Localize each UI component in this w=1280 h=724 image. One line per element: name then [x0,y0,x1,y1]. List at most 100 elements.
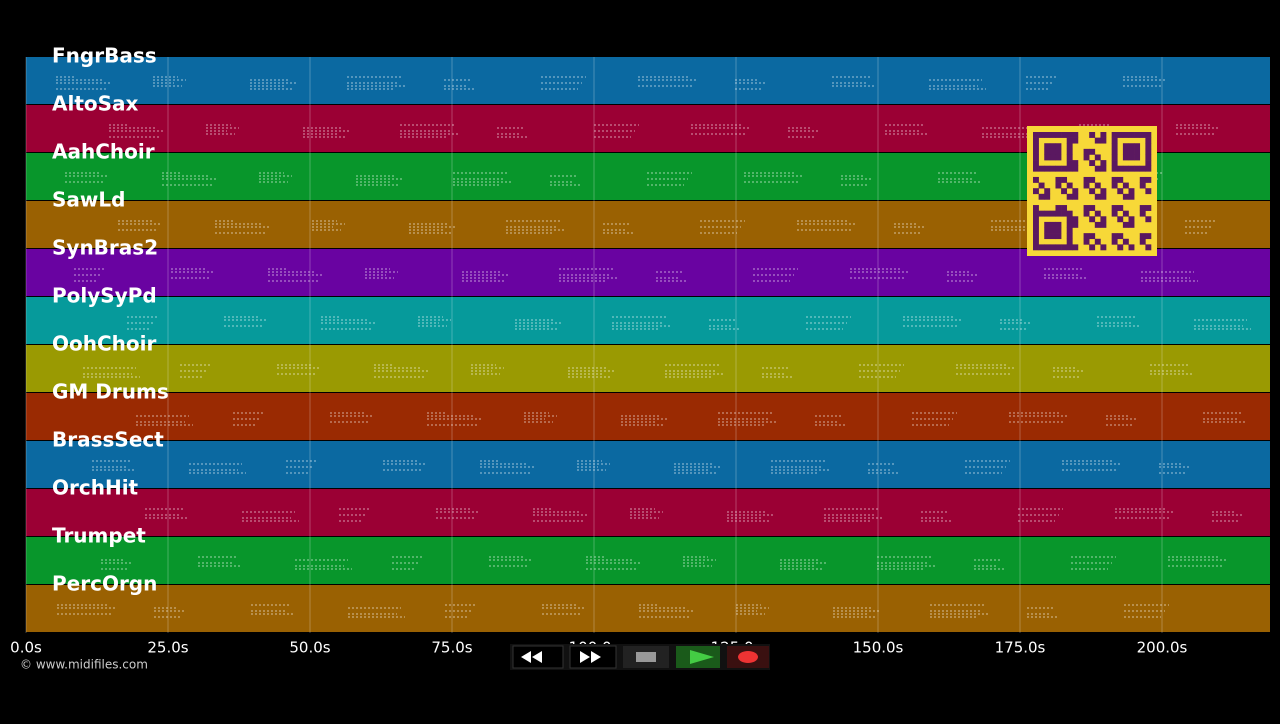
qr-cell [1049,143,1056,150]
qr-cell [1055,221,1062,228]
qr-cell [1066,221,1073,228]
qr-cell [1066,233,1073,240]
track-row [26,537,1270,584]
qr-cell [1072,193,1079,200]
qr-cell [1145,188,1152,195]
qr-cell [1072,188,1079,195]
qr-cell [1145,165,1152,172]
qr-cell [1055,148,1062,155]
qr-cell [1083,205,1090,211]
qr-cell [1049,148,1056,155]
qr-cell [1094,182,1101,189]
qr-cell [1038,244,1045,251]
qr-cell [1139,132,1146,138]
qr-cell [1049,227,1056,234]
qr-cell [1066,160,1073,167]
qr-cell [1049,132,1056,138]
qr-cell [1033,227,1039,234]
qr-cell [1111,205,1118,211]
qr-cell [1117,176,1124,183]
icon [690,650,714,664]
qr-cell [1033,233,1039,240]
qr-cell [1100,165,1107,172]
qr-cell [1117,244,1124,251]
qr-cell [1072,137,1079,144]
qr-cell [1145,176,1152,183]
qr-cell [1094,193,1101,200]
qr-cell [1139,182,1146,189]
qr-cell [1111,165,1118,172]
qr-cell [1122,210,1129,217]
qr-cell [1055,205,1062,211]
track-name: SawLd [52,188,125,212]
qr-cell [1139,210,1146,217]
qr-cell [1061,176,1068,183]
qr-cell [1089,205,1096,211]
qr-cell [1122,221,1129,228]
qr-cell [1083,210,1090,217]
qr-cell [1100,244,1107,251]
qr-cell [1128,216,1135,223]
qr-cell [1111,148,1118,155]
qr-cell [1061,205,1068,211]
forward-button[interactable] [569,645,617,669]
qr-cell [1111,154,1118,161]
qr-cell [1145,143,1152,150]
qr-cell [1038,210,1045,217]
qr-cell [1139,165,1146,172]
qr-cell [1049,233,1056,240]
record-button[interactable] [727,646,769,668]
qr-code [1027,126,1157,256]
time-label: 0.0s [10,639,42,657]
qr-cell [1089,132,1096,138]
track-name: SynBras2 [52,236,158,260]
stop-button[interactable] [623,646,669,668]
qr-cell [1066,154,1073,161]
qr-cell [1033,216,1039,223]
qr-cell [1117,216,1124,223]
qr-cell [1066,165,1073,172]
qr-cell [1083,182,1090,189]
qr-cell [1111,210,1118,217]
qr-cell [1033,137,1039,144]
qr-cell [1055,143,1062,150]
qr-cell [1033,221,1039,228]
qr-cell [1061,244,1068,251]
copyright: © www.midifiles.com [20,658,148,672]
qr-cell [1033,210,1039,217]
qr-cell [1049,221,1056,228]
qr-cell [1049,244,1056,251]
qr-cell [1111,176,1118,183]
qr-cell [1128,221,1135,228]
track-name: PercOrgn [52,572,157,596]
qr-cell [1049,165,1056,172]
qr-cell [1055,233,1062,240]
qr-cell [1033,188,1039,195]
track-row [26,345,1270,392]
qr-cell [1139,238,1146,245]
rewind-button[interactable] [512,645,564,669]
qr-cell [1066,216,1073,223]
qr-cell [1033,165,1039,172]
qr-cell [1055,182,1062,189]
qr-cell [1128,148,1135,155]
qr-cell [1066,244,1073,251]
play-button[interactable] [676,646,720,668]
qr-cell [1111,137,1118,144]
track-name: GM Drums [52,380,169,404]
qr-cell [1083,238,1090,245]
qr-cell [1100,188,1107,195]
qr-cell [1044,188,1051,195]
track-name: Trumpet [52,524,146,548]
track-name: OohChoir [52,332,156,356]
qr-cell [1134,148,1141,155]
qr-cell [1033,143,1039,150]
qr-cell [1033,176,1039,183]
qr-cell [1038,132,1045,138]
qr-cell [1072,244,1079,251]
qr-cell [1072,132,1079,138]
qr-cell [1044,227,1051,234]
qr-cell [1055,132,1062,138]
qr-cell [1122,148,1129,155]
